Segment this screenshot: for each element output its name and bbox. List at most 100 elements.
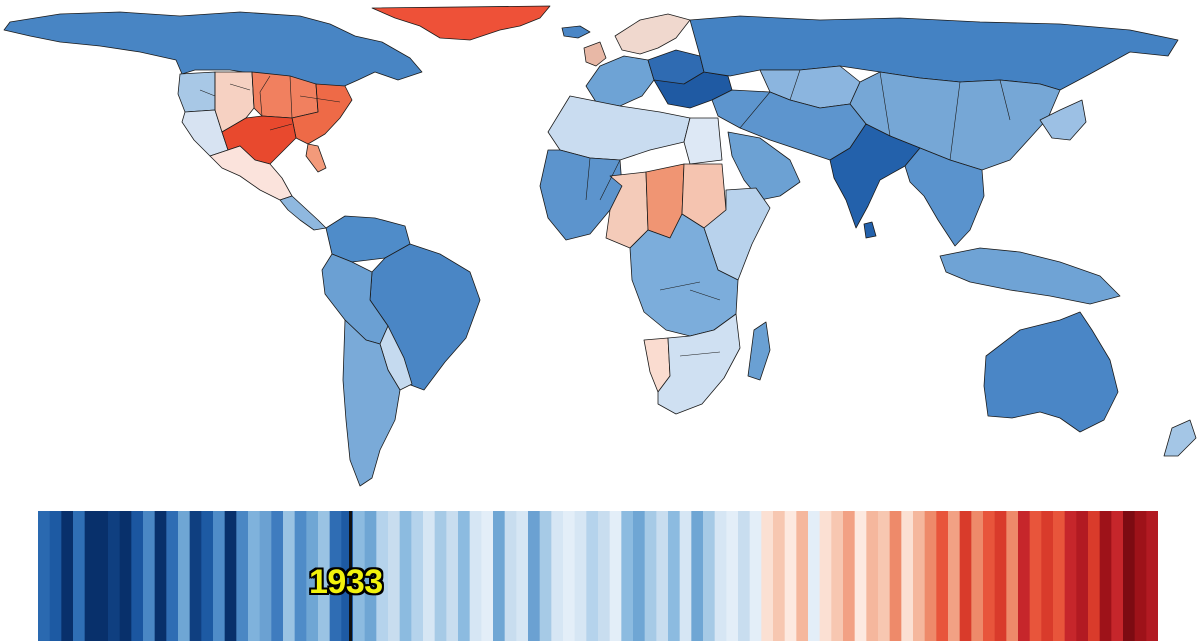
stripe: [434, 511, 447, 641]
region-scandinavia: [614, 13, 691, 55]
stripe: [609, 511, 622, 641]
region-usa-florida: [305, 143, 327, 173]
region-usa-northwest: [177, 71, 216, 113]
stripe: [831, 511, 844, 641]
stripe: [516, 511, 529, 641]
stripe: [691, 511, 704, 641]
region-greenland: [371, 5, 551, 41]
stripe: [318, 511, 331, 641]
stripe: [1018, 511, 1031, 641]
stripe: [271, 511, 284, 641]
stripe: [96, 511, 109, 641]
region-indonesia: [939, 247, 1121, 305]
stripe: [901, 511, 914, 641]
stripe: [469, 511, 482, 641]
region-australia: [983, 311, 1119, 433]
region-arabia: [727, 131, 801, 201]
stripe: [1064, 511, 1077, 641]
stripe: [551, 511, 564, 641]
region-southern-africa: [657, 313, 741, 415]
stripe: [1041, 511, 1054, 641]
stripe: [1076, 511, 1089, 641]
stripe: [38, 511, 51, 641]
stripe: [971, 511, 984, 641]
stripe: [108, 511, 121, 641]
stripe: [924, 511, 937, 641]
stripe: [61, 511, 74, 641]
stripe: [388, 511, 401, 641]
stripe: [819, 511, 832, 641]
stripe: [773, 511, 786, 641]
stripe: [679, 511, 692, 641]
world-map: [3, 5, 1197, 487]
stripe: [166, 511, 179, 641]
region-iceland: [561, 25, 591, 39]
stripe: [1053, 511, 1066, 641]
warming-stripes: [38, 511, 1158, 641]
region-japan-korea: [1039, 99, 1087, 141]
year-marker-line: [349, 511, 352, 641]
stripe: [201, 511, 214, 641]
stripe: [248, 511, 261, 641]
stripe: [283, 511, 296, 641]
region-argentina-chile: [342, 319, 401, 487]
stripe: [586, 511, 599, 641]
stripe: [563, 511, 576, 641]
stripe: [633, 511, 646, 641]
region-new-zealand: [1163, 419, 1197, 457]
stripe: [598, 511, 611, 641]
region-india: [829, 123, 921, 229]
region-usa-east: [291, 83, 353, 145]
stripe: [131, 511, 144, 641]
stripe: [1111, 511, 1124, 641]
stripe: [446, 511, 459, 641]
stripe: [621, 511, 634, 641]
stripe: [1099, 511, 1112, 641]
stripe: [119, 511, 132, 641]
stripe: [376, 511, 389, 641]
region-uk: [583, 41, 607, 67]
region-madagascar: [747, 321, 771, 381]
region-southeast-asia: [904, 147, 985, 247]
stripe: [1006, 511, 1019, 641]
region-mexico: [209, 145, 293, 201]
region-central-africa: [629, 213, 739, 337]
stripe: [761, 511, 774, 641]
stripe: [1088, 511, 1101, 641]
stripe: [714, 511, 727, 641]
stripe: [808, 511, 821, 641]
stripe: [913, 511, 926, 641]
stripe: [936, 511, 949, 641]
stripe: [959, 511, 972, 641]
stripe: [49, 511, 62, 641]
stripe: [504, 511, 517, 641]
stripe: [843, 511, 856, 641]
year-label: 1933: [309, 563, 383, 601]
stripe: [1123, 511, 1136, 641]
stripe: [154, 511, 167, 641]
stripe: [528, 511, 541, 641]
stripe: [983, 511, 996, 641]
stripe: [84, 511, 97, 641]
stripe: [353, 511, 366, 641]
region-north-africa: [547, 95, 691, 161]
stripe: [539, 511, 552, 641]
stripe: [224, 511, 237, 641]
stripe: [306, 511, 319, 641]
stripe: [423, 511, 436, 641]
stripe: [574, 511, 587, 641]
stripe: [189, 511, 202, 641]
stripe: [668, 511, 681, 641]
stripe: [178, 511, 191, 641]
region-canada: [3, 11, 423, 89]
region-central-america: [279, 195, 327, 231]
stripe: [1134, 511, 1147, 641]
stripe: [259, 511, 272, 641]
stripe: [493, 511, 506, 641]
stripe: [726, 511, 739, 641]
stripe: [294, 511, 307, 641]
stripe: [399, 511, 412, 641]
stripe: [364, 511, 377, 641]
stripe: [213, 511, 226, 641]
stripe: [738, 511, 751, 641]
